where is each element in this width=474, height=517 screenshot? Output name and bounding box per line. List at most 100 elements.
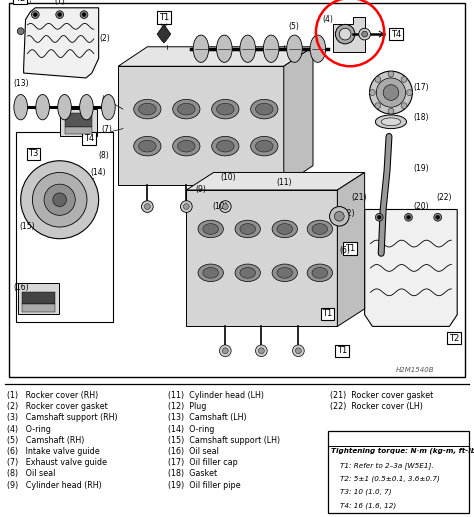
Circle shape bbox=[436, 216, 440, 219]
Polygon shape bbox=[334, 17, 365, 52]
Circle shape bbox=[17, 28, 24, 35]
Text: (9)   Cylinder head (RH): (9) Cylinder head (RH) bbox=[7, 481, 102, 490]
Text: (4)   O-ring: (4) O-ring bbox=[7, 424, 51, 434]
Ellipse shape bbox=[375, 115, 407, 129]
Ellipse shape bbox=[134, 99, 161, 119]
Circle shape bbox=[388, 71, 394, 77]
Circle shape bbox=[434, 214, 442, 221]
Circle shape bbox=[336, 24, 355, 44]
Circle shape bbox=[80, 11, 88, 19]
Ellipse shape bbox=[307, 220, 332, 238]
Text: (3)   Camshaft support (RH): (3) Camshaft support (RH) bbox=[7, 414, 118, 422]
Ellipse shape bbox=[277, 267, 292, 278]
Polygon shape bbox=[118, 47, 313, 66]
Circle shape bbox=[401, 103, 407, 109]
Circle shape bbox=[377, 216, 381, 219]
Text: (21)  Rocker cover gasket: (21) Rocker cover gasket bbox=[330, 391, 433, 400]
Text: (17): (17) bbox=[413, 83, 429, 92]
Ellipse shape bbox=[178, 140, 195, 152]
Ellipse shape bbox=[203, 224, 219, 234]
Ellipse shape bbox=[101, 95, 115, 120]
Polygon shape bbox=[64, 113, 92, 127]
Text: (16)  Oil seal: (16) Oil seal bbox=[168, 447, 219, 456]
Text: (14)  O-ring: (14) O-ring bbox=[168, 424, 214, 434]
Polygon shape bbox=[64, 127, 92, 134]
Circle shape bbox=[375, 77, 381, 82]
Circle shape bbox=[407, 216, 410, 219]
Text: (13)  Camshaft (LH): (13) Camshaft (LH) bbox=[168, 414, 246, 422]
Text: (14): (14) bbox=[91, 169, 107, 177]
Ellipse shape bbox=[198, 264, 223, 282]
Ellipse shape bbox=[138, 103, 156, 115]
Text: (7)   Exhaust valve guide: (7) Exhaust valve guide bbox=[7, 458, 107, 467]
Circle shape bbox=[145, 204, 150, 209]
Circle shape bbox=[295, 348, 301, 354]
Circle shape bbox=[335, 211, 344, 221]
Polygon shape bbox=[186, 190, 337, 326]
Text: (21): (21) bbox=[351, 193, 366, 202]
Circle shape bbox=[222, 348, 228, 354]
Text: (1)   Rocker cover (RH): (1) Rocker cover (RH) bbox=[7, 391, 98, 400]
Polygon shape bbox=[24, 8, 99, 78]
Circle shape bbox=[376, 78, 406, 107]
Circle shape bbox=[405, 214, 412, 221]
Ellipse shape bbox=[307, 264, 332, 282]
Ellipse shape bbox=[198, 220, 223, 238]
Text: (12): (12) bbox=[339, 209, 355, 218]
Circle shape bbox=[222, 204, 228, 209]
Text: (18)  Gasket: (18) Gasket bbox=[168, 469, 217, 478]
Circle shape bbox=[375, 214, 383, 221]
Ellipse shape bbox=[173, 99, 200, 119]
Circle shape bbox=[401, 77, 407, 82]
Text: T1: T1 bbox=[337, 346, 347, 355]
Ellipse shape bbox=[217, 140, 234, 152]
Circle shape bbox=[31, 11, 39, 19]
Polygon shape bbox=[118, 66, 284, 185]
Text: (10): (10) bbox=[220, 173, 236, 183]
Text: (5)   Camshaft (RH): (5) Camshaft (RH) bbox=[7, 436, 84, 445]
Text: (15)  Camshaft support (LH): (15) Camshaft support (LH) bbox=[168, 436, 280, 445]
Ellipse shape bbox=[272, 220, 297, 238]
Text: (1): (1) bbox=[55, 0, 65, 6]
Text: (7): (7) bbox=[101, 125, 112, 133]
Text: (10): (10) bbox=[213, 203, 228, 211]
Circle shape bbox=[183, 204, 189, 209]
Circle shape bbox=[292, 345, 304, 357]
Text: (22): (22) bbox=[437, 193, 452, 202]
Ellipse shape bbox=[235, 220, 260, 238]
Ellipse shape bbox=[14, 95, 27, 120]
Circle shape bbox=[32, 173, 87, 227]
Text: (8)   Oil seal: (8) Oil seal bbox=[7, 469, 55, 478]
Text: (19): (19) bbox=[413, 163, 429, 173]
Text: (2): (2) bbox=[100, 35, 110, 43]
Ellipse shape bbox=[203, 267, 219, 278]
Polygon shape bbox=[186, 173, 365, 190]
Polygon shape bbox=[22, 304, 55, 312]
Text: (15): (15) bbox=[20, 222, 36, 231]
Ellipse shape bbox=[277, 224, 292, 234]
Text: (9): (9) bbox=[195, 185, 206, 194]
Ellipse shape bbox=[240, 35, 255, 63]
Text: T2: T2 bbox=[15, 0, 25, 3]
Circle shape bbox=[388, 108, 394, 114]
Bar bbox=[60, 109, 97, 136]
Circle shape bbox=[255, 345, 267, 357]
Ellipse shape bbox=[255, 140, 273, 152]
Ellipse shape bbox=[36, 95, 49, 120]
Text: H2M1540B: H2M1540B bbox=[396, 367, 435, 373]
Text: (16): (16) bbox=[14, 283, 29, 292]
Circle shape bbox=[21, 161, 99, 239]
Polygon shape bbox=[337, 173, 365, 326]
Ellipse shape bbox=[193, 35, 209, 63]
Ellipse shape bbox=[287, 35, 302, 63]
Circle shape bbox=[329, 207, 349, 226]
Text: T4: T4 bbox=[391, 29, 401, 39]
Bar bbox=[18, 283, 59, 314]
Ellipse shape bbox=[251, 136, 278, 156]
Circle shape bbox=[383, 85, 399, 100]
Polygon shape bbox=[157, 25, 171, 43]
Text: (8): (8) bbox=[98, 151, 109, 160]
Text: (22)  Rocker cover (LH): (22) Rocker cover (LH) bbox=[330, 402, 423, 411]
Circle shape bbox=[407, 89, 412, 96]
Circle shape bbox=[339, 28, 351, 40]
